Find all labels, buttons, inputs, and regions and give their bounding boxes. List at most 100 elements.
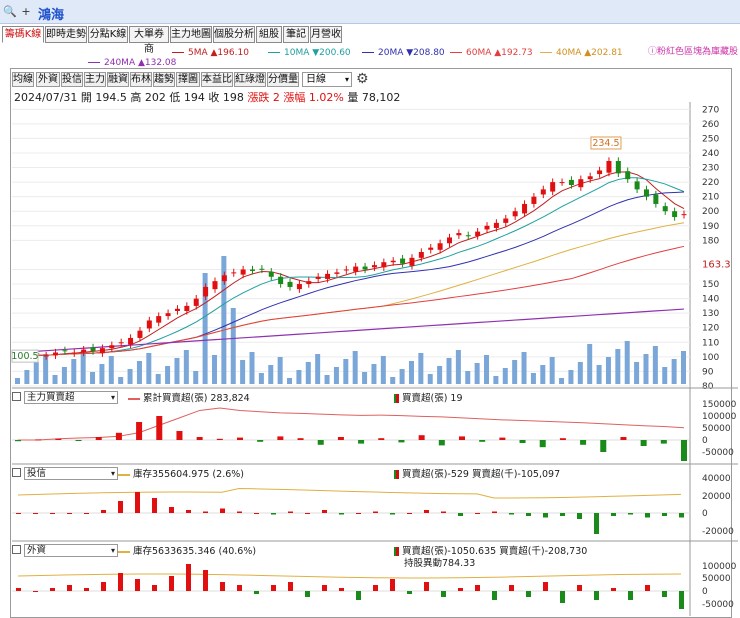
trust-daily-bar (271, 513, 276, 515)
volume-bar (380, 356, 386, 384)
tab-branch-kline[interactable]: 分點K線 (88, 26, 128, 43)
price-tick-label: 90 (702, 367, 714, 377)
main-daily-bar (620, 437, 627, 440)
volume-bar (183, 350, 189, 384)
gear-icon[interactable]: ⚙ (356, 71, 369, 87)
quote-change: 漲跌 2 (247, 91, 280, 104)
price-tick-label: 230 (702, 164, 719, 174)
foreign-daily-bar (458, 588, 463, 591)
foreign-daily-bar (560, 591, 565, 603)
foreign-daily-legend: 買賣超(張)-1050.635 買賣超(千)-208,730 (394, 543, 587, 557)
volume-bar (43, 354, 49, 384)
candle-body (662, 206, 668, 212)
price-tick-label: 200 (702, 207, 719, 217)
tab-stock-analysis[interactable]: 個股分析 (213, 26, 255, 43)
price-tick-label: 270 (702, 105, 719, 115)
candle-body (184, 305, 190, 311)
volume-bar (71, 359, 77, 384)
volume-bar (540, 365, 546, 384)
btn-pe[interactable]: 本益比 (201, 72, 233, 87)
btn-trend[interactable]: 趨勢 (153, 72, 175, 87)
panel-main-checkbox[interactable] (12, 392, 21, 401)
volume-bar (146, 353, 152, 384)
foreign-daily-bar (475, 585, 480, 591)
candle-body (634, 181, 640, 190)
trust-daily-bar (492, 511, 497, 513)
high-marker-box (590, 136, 622, 150)
foreign-daily-bar (611, 588, 616, 591)
main-daily-bar (15, 440, 21, 442)
period-select[interactable]: 日線 ▾ (302, 72, 352, 87)
tab-notes[interactable]: 筆記 (283, 26, 309, 43)
candle-body (287, 281, 293, 287)
tab-bar: 籌碼K線 即時走勢 分點K線 大單券商 主力地圖 個股分析 組股 筆記 月營收 (0, 26, 740, 55)
tab-group[interactable]: 組股 (256, 26, 282, 43)
foreign-daily-bar (509, 585, 514, 591)
candle-body (672, 211, 678, 218)
main-daily-bar (559, 438, 566, 440)
trust-daily-bar (509, 513, 514, 515)
volume-bar (615, 349, 621, 384)
candle-body (212, 281, 218, 290)
btn-bollinger[interactable]: 布林 (130, 72, 152, 87)
tab-monthly-revenue[interactable]: 月營收 (310, 26, 342, 43)
panel-trust-checkbox[interactable] (12, 468, 21, 477)
panel-main-select[interactable]: 主力買賣超 ▾ (24, 391, 118, 404)
tab-big-orders[interactable]: 大單券商 (129, 26, 169, 55)
panel-foreign-checkbox[interactable] (12, 545, 21, 554)
plus-icon[interactable]: + (21, 5, 31, 18)
volume-bar (455, 350, 461, 384)
candle-body (174, 308, 180, 311)
price-tick-label: 240 (702, 149, 719, 159)
volume-bar (240, 360, 246, 384)
candle-body (278, 276, 284, 285)
volume-bar (437, 366, 443, 384)
candle-body (43, 355, 49, 357)
search-icon[interactable]: 🔍 (3, 5, 17, 18)
tab-main-force-map[interactable]: 主力地圖 (170, 26, 212, 43)
candle-body (296, 284, 302, 290)
foreign-daily-bar (305, 591, 310, 597)
price-tick-label: 120 (702, 324, 719, 334)
panel-foreign-select[interactable]: 外資 ▾ (24, 544, 118, 557)
candle-body (306, 281, 312, 285)
candle-body (203, 286, 209, 297)
volume-bar (277, 357, 283, 384)
main-daily-bar (297, 438, 304, 440)
btn-price-volume[interactable]: 分價量 (267, 72, 299, 87)
tab-realtime[interactable]: 即時走勢 (45, 26, 87, 43)
candle-body (90, 347, 96, 352)
btn-ma[interactable]: 均線 (12, 72, 34, 87)
main-daily-bar (459, 436, 465, 440)
ma5-line (17, 171, 685, 357)
candle-body (465, 235, 471, 237)
trust-daily-bar (135, 492, 140, 513)
btn-pattern[interactable]: 擇圖 (176, 72, 200, 87)
candle-body (240, 269, 246, 275)
trust-daily-bar (679, 513, 684, 518)
candle-body (146, 320, 152, 329)
main-daily-bar (196, 437, 203, 440)
trust-daily-bar (526, 513, 531, 516)
btn-margin[interactable]: 融資 (107, 72, 129, 87)
btn-traffic-light[interactable]: 紅綠燈 (234, 72, 266, 87)
foreign-daily-bar (628, 591, 633, 600)
tab-chip-kline[interactable]: 籌碼K線 (2, 26, 44, 43)
candle-body (512, 211, 518, 217)
volume-bar (474, 363, 480, 384)
ma40-legend: 40MA ▲202.81 (540, 48, 623, 58)
main-panel-tick-label: 150000 (702, 400, 737, 410)
volume-bar (418, 353, 424, 384)
candle-body (268, 271, 274, 277)
main-daily-bar (75, 440, 82, 441)
candle-body (409, 257, 415, 266)
candle-body (503, 218, 509, 223)
candle-body (446, 237, 452, 244)
volume-bar (99, 364, 105, 384)
btn-foreign[interactable]: 外資 (36, 72, 60, 87)
main-daily-bar (156, 416, 163, 440)
btn-main-force[interactable]: 主力 (84, 72, 106, 87)
panel-trust-select[interactable]: 投信 ▾ (24, 467, 118, 480)
btn-trust[interactable]: 投信 (61, 72, 83, 87)
volume-bar (165, 366, 171, 384)
